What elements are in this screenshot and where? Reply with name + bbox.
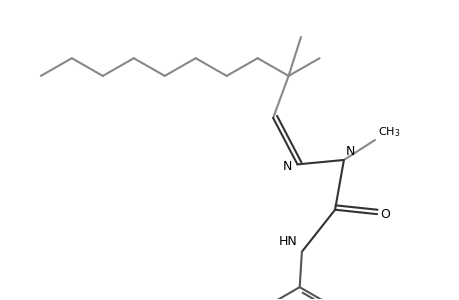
Text: N: N <box>345 145 355 158</box>
Text: HN: HN <box>278 236 297 248</box>
Text: O: O <box>380 208 389 220</box>
Text: N: N <box>282 160 291 173</box>
Text: CH$_3$: CH$_3$ <box>377 125 400 139</box>
